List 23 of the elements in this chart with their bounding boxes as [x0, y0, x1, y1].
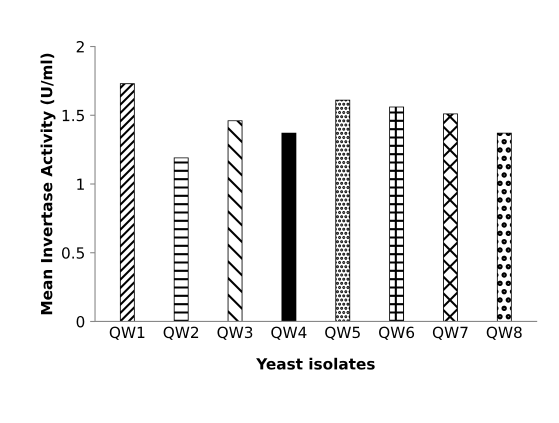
y-tick-label: 0.5 — [62, 247, 84, 259]
bar — [335, 100, 350, 322]
bar — [443, 113, 458, 322]
bar — [281, 132, 296, 322]
y-tick-label: 1 — [77, 178, 84, 190]
x-tick-label: QW7 — [432, 326, 468, 340]
x-tick-label: QW3 — [217, 326, 252, 340]
bar — [120, 83, 135, 322]
x-tick-label: QW5 — [325, 326, 360, 340]
y-tick-label: 2 — [76, 40, 84, 52]
bar — [496, 132, 512, 322]
x-tick-label: QW2 — [164, 326, 198, 340]
x-axis-title: Yeast isolates — [256, 358, 375, 370]
bar — [228, 120, 242, 322]
x-tick-label: QW1 — [110, 326, 144, 340]
x-tick-label: QW6 — [379, 326, 414, 340]
bar — [389, 106, 404, 322]
y-axis-title: Mean Invertase Activity (U/ml) — [40, 54, 56, 314]
bar — [174, 157, 189, 322]
y-tick-label: 1.5 — [62, 110, 84, 122]
y-tick-label: 0 — [76, 316, 84, 328]
x-tick-label: QW4 — [271, 326, 306, 340]
x-tick-label: QW8 — [486, 326, 522, 340]
